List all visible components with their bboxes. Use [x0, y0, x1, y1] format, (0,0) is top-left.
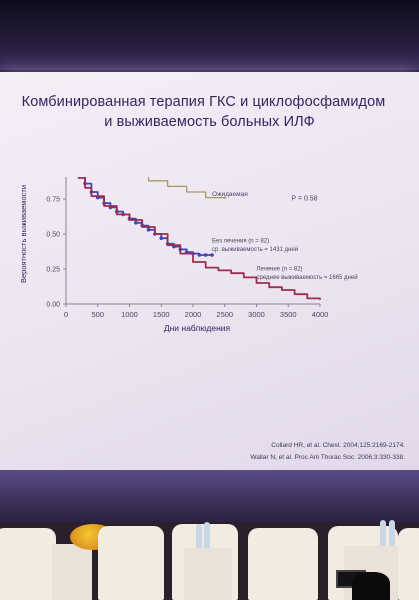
y-tick-label: 0.25 [46, 267, 60, 274]
x-tick-label: 0 [64, 310, 68, 319]
p-value-label: P = 0.58 [291, 195, 317, 202]
water-bottle [204, 522, 210, 548]
series-note-treated: среднее выживаемость = 1665 дней [257, 274, 358, 281]
y-tick-label: 0.00 [46, 302, 60, 309]
series-label-untreated: Без лечения (n = 82) [212, 238, 269, 244]
armchair [248, 528, 318, 600]
citation-1: Collard HR, et al. Chest. 2004;125:2169-… [271, 442, 405, 449]
censor-mark [159, 236, 164, 240]
stage [0, 520, 419, 600]
y-tick-label: 0.50 [46, 232, 60, 239]
series-note-untreated: ср. выживаемость = 1431 дней [212, 246, 298, 253]
censor-mark [134, 221, 138, 225]
x-tick-label: 500 [91, 310, 104, 319]
armchair [398, 528, 419, 600]
x-tick-label: 1500 [153, 310, 170, 319]
armchair [0, 528, 56, 600]
projection-screen: Комбинированная терапия ГКС и циклофосфа… [0, 72, 419, 470]
y-tick-label: 0.75 [46, 197, 60, 204]
censor-mark [197, 253, 202, 257]
slide-title: Комбинированная терапия ГКС и циклофосфа… [0, 92, 419, 132]
slide-title-line2: и выживаемость больных ИЛФ [104, 114, 315, 130]
y-axis-title: Вероятность выживаемости [19, 185, 28, 283]
water-bottle [389, 520, 395, 546]
water-bottle [196, 524, 202, 548]
x-tick-label: 1000 [121, 310, 138, 319]
censor-mark [146, 228, 151, 232]
survival-chart: 0.000.250.500.751.0005001000150020002500… [19, 177, 358, 333]
side-table [184, 548, 232, 600]
censor-mark [210, 253, 214, 257]
series-line-2 [77, 177, 321, 300]
x-tick-label: 3000 [248, 310, 265, 319]
side-table [52, 544, 92, 600]
slide-title-line1: Комбинированная терапия ГКС и циклофосфа… [21, 94, 386, 110]
water-bottle [380, 520, 386, 546]
citation-2: Wallar N, et al. Proc Am Thorac Soc. 200… [250, 454, 405, 461]
x-axis-title: Дни наблюдения [164, 323, 231, 333]
x-tick-label: 2500 [216, 310, 233, 319]
censor-mark [203, 253, 208, 257]
stage-ceiling [0, 0, 419, 70]
x-tick-label: 3500 [280, 310, 297, 319]
series-line-0 [147, 177, 226, 199]
series-label-treated: Лечение (n = 82) [257, 266, 303, 272]
audience-head [352, 572, 390, 600]
x-tick-label: 4000 [312, 310, 329, 319]
series-label-expected: Ожидаемая [212, 191, 248, 198]
armchair [98, 526, 164, 600]
stage-backdrop [0, 470, 419, 522]
x-tick-label: 2000 [185, 310, 202, 319]
